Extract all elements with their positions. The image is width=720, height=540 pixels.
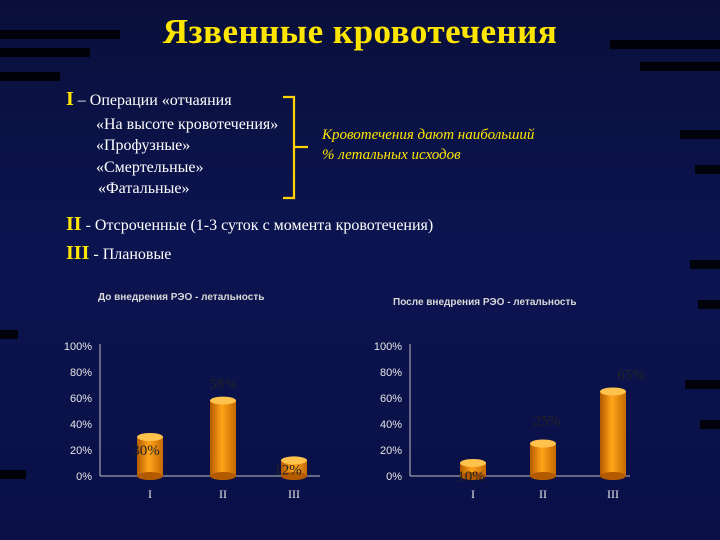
item-2: II - Отсроченные (1-3 суток с момента кр… <box>66 213 433 236</box>
y-tick-label: 100% <box>374 341 402 353</box>
item-3-sep: - <box>89 246 103 263</box>
x-tick-label: III <box>288 487 300 501</box>
sub-item-1: «На высоте кровотечения» <box>96 116 279 133</box>
item-2-sep: - <box>81 217 95 234</box>
data-label: 10% <box>457 469 485 485</box>
bar-I <box>137 433 163 480</box>
sub-item-3: «Смертельные» <box>96 159 204 176</box>
item-2-text: Отсроченные (1-3 суток с момента кровоте… <box>94 217 434 234</box>
bracket-icon <box>283 95 308 200</box>
slide-title: Язвенные кровотечения <box>162 12 558 51</box>
item-1-text: Операции «отчаяния <box>89 92 232 109</box>
x-tick-label: II <box>539 487 547 501</box>
y-tick-label: 80% <box>70 367 92 379</box>
data-label: 30% <box>132 443 160 459</box>
item-1-roman: I <box>66 88 74 110</box>
x-tick-label: II <box>219 487 227 501</box>
y-tick-label: 60% <box>380 393 402 405</box>
chart-2-title: После внедрения РЭО - летальность <box>393 297 577 308</box>
note-line-1: Кровотечения дают наибольший <box>322 127 535 143</box>
y-tick-label: 60% <box>70 393 92 405</box>
item-1-sep: – <box>73 92 90 109</box>
item-3: III - Плановые <box>66 242 171 265</box>
y-tick-label: 20% <box>70 445 92 457</box>
chart-after: 0% 20% 40% 60% 80% 100% I 10% II 25% III 65% <box>374 341 645 501</box>
chart-1-title: До внедрения РЭО - летальность <box>98 292 265 303</box>
data-label: 65% <box>617 368 645 384</box>
sub-item-2: «Профузные» <box>96 137 191 154</box>
y-tick-label: 100% <box>64 341 92 353</box>
y-tick-label: 40% <box>70 419 92 431</box>
x-tick-label: I <box>148 487 152 501</box>
item-3-text: Плановые <box>102 246 172 263</box>
chart-before: 0% 20% 40% 60% 80% 100% I 30% II 58% III 12% <box>64 341 320 501</box>
data-label: 12% <box>274 462 302 478</box>
x-tick-label: I <box>471 487 475 501</box>
data-label: 58% <box>209 377 237 393</box>
bar-II <box>530 439 556 480</box>
note-text: Кровотечения дают наибольший % летальных… <box>322 125 534 165</box>
item-2-roman: II <box>66 213 82 235</box>
y-tick-label: 0% <box>386 471 402 483</box>
y-tick-label: 40% <box>380 419 402 431</box>
y-tick-label: 80% <box>380 367 402 379</box>
bar-I <box>460 459 486 480</box>
sub-item-4: «Фатальные» <box>98 180 190 197</box>
bar-II <box>210 396 236 480</box>
bar-III <box>281 456 307 480</box>
x-tick-label: III <box>607 487 619 501</box>
note-line-2: % летальных исходов <box>322 147 461 163</box>
y-tick-label: 20% <box>380 445 402 457</box>
item-1: I – Операции «отчаяния <box>66 88 232 111</box>
bar-III <box>600 387 626 480</box>
data-label: 25% <box>533 414 561 430</box>
y-tick-label: 0% <box>76 471 92 483</box>
item-3-roman: III <box>66 242 90 264</box>
